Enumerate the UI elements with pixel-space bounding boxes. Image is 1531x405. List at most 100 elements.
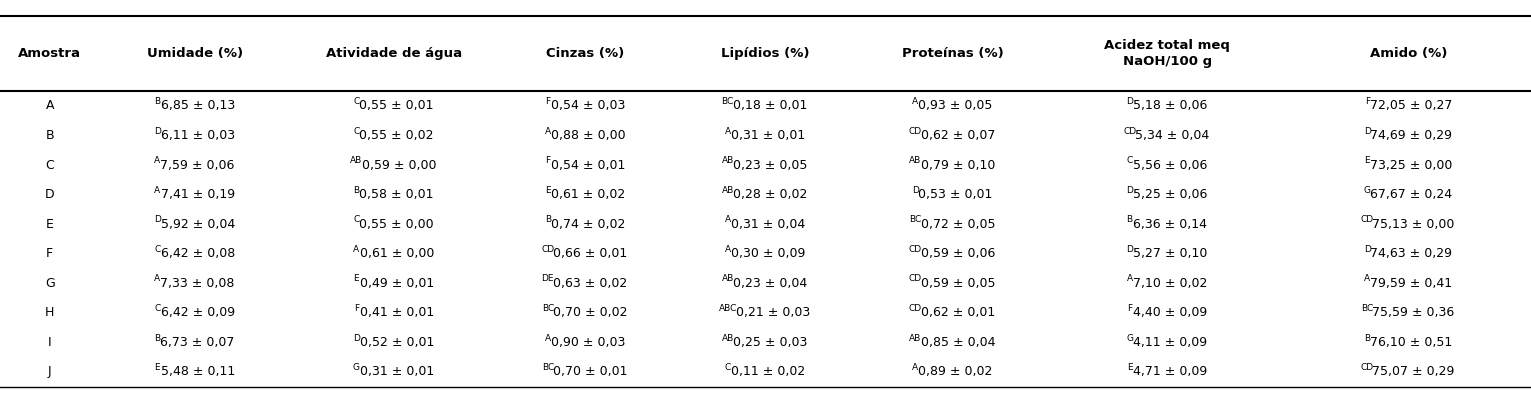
- Text: CD: CD: [1361, 363, 1373, 372]
- Text: A: A: [545, 127, 551, 136]
- Text: E: E: [1364, 156, 1370, 165]
- Text: 6,42 ± 0,08: 6,42 ± 0,08: [161, 247, 234, 260]
- Text: 0,28 ± 0,02: 0,28 ± 0,02: [733, 188, 808, 201]
- Text: 74,63 ± 0,29: 74,63 ± 0,29: [1370, 247, 1451, 260]
- Text: E: E: [545, 186, 551, 195]
- Text: 6,11 ± 0,03: 6,11 ± 0,03: [161, 129, 234, 142]
- Text: C: C: [354, 215, 360, 224]
- Text: D: D: [44, 188, 55, 201]
- Text: 0,55 ± 0,00: 0,55 ± 0,00: [360, 217, 433, 231]
- Text: DE: DE: [542, 275, 554, 284]
- Text: D: D: [1364, 245, 1370, 254]
- Text: 0,31 ± 0,01: 0,31 ± 0,01: [360, 365, 433, 379]
- Text: 73,25 ± 0,00: 73,25 ± 0,00: [1370, 158, 1453, 172]
- Text: 4,40 ± 0,09: 4,40 ± 0,09: [1133, 306, 1206, 320]
- Text: D: D: [1364, 127, 1370, 136]
- Text: Amostra: Amostra: [18, 47, 81, 60]
- Text: CD: CD: [909, 275, 922, 284]
- Text: 4,11 ± 0,09: 4,11 ± 0,09: [1133, 336, 1206, 349]
- Text: 0,49 ± 0,01: 0,49 ± 0,01: [360, 277, 433, 290]
- Text: A: A: [1127, 275, 1133, 284]
- Text: AB: AB: [721, 186, 733, 195]
- Text: 7,10 ± 0,02: 7,10 ± 0,02: [1133, 277, 1206, 290]
- Text: BC: BC: [909, 215, 922, 224]
- Text: F: F: [1127, 304, 1131, 313]
- Text: CD: CD: [1361, 215, 1373, 224]
- Text: CD: CD: [909, 127, 922, 136]
- Text: C: C: [46, 158, 54, 172]
- Text: A: A: [155, 186, 161, 195]
- Text: AB: AB: [721, 334, 733, 343]
- Text: 72,05 ± 0,27: 72,05 ± 0,27: [1370, 99, 1453, 113]
- Text: 0,66 ± 0,01: 0,66 ± 0,01: [553, 247, 628, 260]
- Text: C: C: [354, 97, 360, 106]
- Text: 0,62 ± 0,01: 0,62 ± 0,01: [920, 306, 995, 320]
- Text: G: G: [1127, 334, 1133, 343]
- Text: 0,30 ± 0,09: 0,30 ± 0,09: [730, 247, 805, 260]
- Text: 5,18 ± 0,06: 5,18 ± 0,06: [1133, 99, 1206, 113]
- Text: 7,41 ± 0,19: 7,41 ± 0,19: [161, 188, 234, 201]
- Text: 0,90 ± 0,03: 0,90 ± 0,03: [551, 336, 625, 349]
- Text: BC: BC: [542, 304, 554, 313]
- Text: G: G: [354, 363, 360, 372]
- Text: B: B: [46, 129, 54, 142]
- Text: 0,31 ± 0,01: 0,31 ± 0,01: [730, 129, 805, 142]
- Text: 0,23 ± 0,05: 0,23 ± 0,05: [733, 158, 808, 172]
- Text: 67,67 ± 0,24: 67,67 ± 0,24: [1370, 188, 1451, 201]
- Text: 4,71 ± 0,09: 4,71 ± 0,09: [1133, 365, 1206, 379]
- Text: 0,61 ± 0,02: 0,61 ± 0,02: [551, 188, 625, 201]
- Text: Amido (%): Amido (%): [1370, 47, 1447, 60]
- Text: 0,59 ± 0,06: 0,59 ± 0,06: [920, 247, 995, 260]
- Text: C: C: [1127, 156, 1133, 165]
- Text: 74,69 ± 0,29: 74,69 ± 0,29: [1370, 129, 1451, 142]
- Text: AB: AB: [909, 334, 922, 343]
- Text: 0,52 ± 0,01: 0,52 ± 0,01: [360, 336, 433, 349]
- Text: 6,36 ± 0,14: 6,36 ± 0,14: [1133, 217, 1206, 231]
- Text: A: A: [354, 245, 360, 254]
- Text: A: A: [155, 156, 161, 165]
- Text: 0,79 ± 0,10: 0,79 ± 0,10: [920, 158, 995, 172]
- Text: F: F: [545, 97, 550, 106]
- Text: E: E: [1127, 363, 1133, 372]
- Text: E: E: [155, 363, 161, 372]
- Text: 0,85 ± 0,04: 0,85 ± 0,04: [920, 336, 995, 349]
- Text: A: A: [155, 275, 161, 284]
- Text: D: D: [155, 215, 161, 224]
- Text: 0,70 ± 0,01: 0,70 ± 0,01: [553, 365, 628, 379]
- Text: Lipídios (%): Lipídios (%): [721, 47, 810, 60]
- Text: 0,89 ± 0,02: 0,89 ± 0,02: [919, 365, 992, 379]
- Text: 6,73 ± 0,07: 6,73 ± 0,07: [161, 336, 234, 349]
- Text: D: D: [1127, 186, 1133, 195]
- Text: Atividade de água: Atividade de água: [326, 47, 462, 60]
- Text: 0,21 ± 0,03: 0,21 ± 0,03: [736, 306, 810, 320]
- Text: 0,93 ± 0,05: 0,93 ± 0,05: [919, 99, 992, 113]
- Text: BC: BC: [542, 363, 554, 372]
- Text: D: D: [155, 127, 161, 136]
- Text: 0,41 ± 0,01: 0,41 ± 0,01: [360, 306, 433, 320]
- Text: B: B: [545, 215, 551, 224]
- Text: BC: BC: [1361, 304, 1373, 313]
- Text: 5,92 ± 0,04: 5,92 ± 0,04: [161, 217, 234, 231]
- Text: D: D: [912, 186, 919, 195]
- Text: CD: CD: [542, 245, 554, 254]
- Text: J: J: [47, 365, 52, 379]
- Text: F: F: [1364, 97, 1370, 106]
- Text: CD: CD: [1124, 127, 1136, 136]
- Text: 5,56 ± 0,06: 5,56 ± 0,06: [1133, 158, 1206, 172]
- Text: 6,85 ± 0,13: 6,85 ± 0,13: [161, 99, 234, 113]
- Text: 5,34 ± 0,04: 5,34 ± 0,04: [1134, 129, 1209, 142]
- Text: 79,59 ± 0,41: 79,59 ± 0,41: [1370, 277, 1451, 290]
- Text: 0,61 ± 0,00: 0,61 ± 0,00: [360, 247, 433, 260]
- Text: B: B: [1127, 215, 1133, 224]
- Text: C: C: [354, 127, 360, 136]
- Text: 75,59 ± 0,36: 75,59 ± 0,36: [1372, 306, 1454, 320]
- Text: G: G: [44, 277, 55, 290]
- Text: AB: AB: [351, 156, 363, 165]
- Text: 5,48 ± 0,11: 5,48 ± 0,11: [161, 365, 234, 379]
- Text: 7,33 ± 0,08: 7,33 ± 0,08: [161, 277, 234, 290]
- Text: B: B: [1364, 334, 1370, 343]
- Text: E: E: [46, 217, 54, 231]
- Text: 76,10 ± 0,51: 76,10 ± 0,51: [1370, 336, 1451, 349]
- Text: C: C: [155, 245, 161, 254]
- Text: 0,25 ± 0,03: 0,25 ± 0,03: [733, 336, 808, 349]
